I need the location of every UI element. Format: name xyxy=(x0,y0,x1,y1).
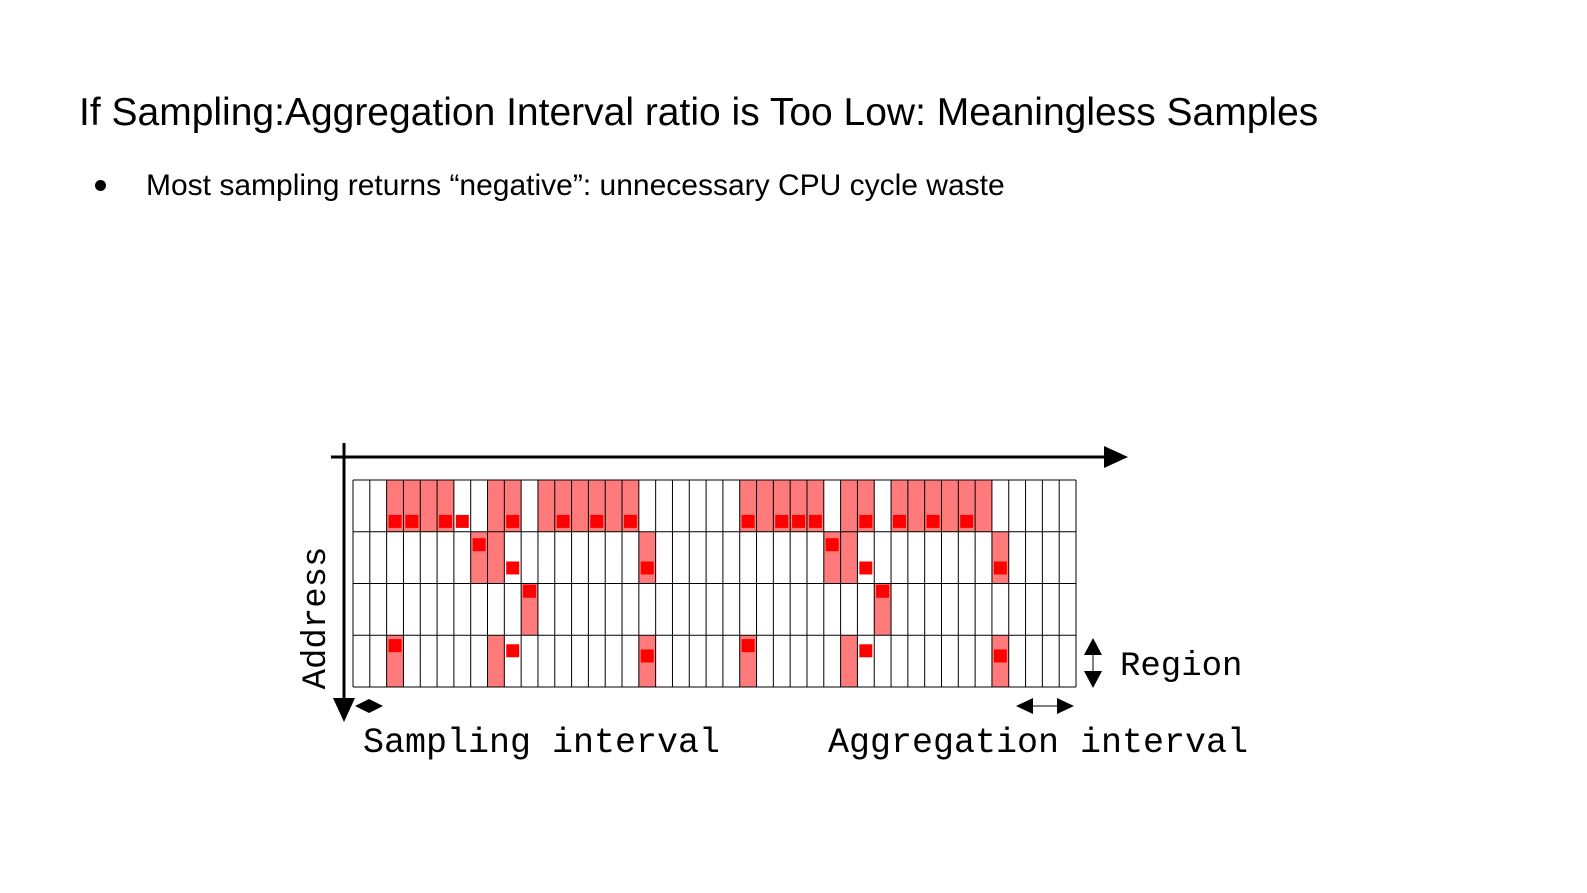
arrow-right-icon xyxy=(1057,698,1074,714)
accessed-cell xyxy=(605,480,623,532)
accessed-cell xyxy=(975,480,992,532)
arrow-left-icon xyxy=(355,699,369,713)
sample-point xyxy=(438,514,452,528)
sample-point xyxy=(388,639,402,653)
grid xyxy=(352,479,1077,688)
accessed-cell xyxy=(840,531,858,584)
sample-point xyxy=(623,514,637,528)
arrow-left-icon xyxy=(1016,698,1033,714)
sample-point xyxy=(455,514,469,528)
sample-point xyxy=(741,514,755,528)
sample-point xyxy=(926,514,940,528)
sample-point xyxy=(556,514,570,528)
sample-point xyxy=(808,514,822,528)
accessed-cell xyxy=(487,531,505,584)
accessed-cell xyxy=(487,635,505,687)
accessed-cell xyxy=(487,480,505,532)
slide-title: If Sampling:Aggregation Interval ratio i… xyxy=(79,91,1319,134)
aggregation-interval-label: Aggregation interval xyxy=(828,723,1248,763)
sample-points xyxy=(388,514,1007,663)
sample-point xyxy=(859,644,873,658)
arrow-up-icon xyxy=(1084,638,1102,655)
sample-point xyxy=(993,649,1007,663)
sampling-interval-indicator xyxy=(355,699,383,713)
accessed-cell xyxy=(907,480,925,532)
accessed-cell xyxy=(991,531,1009,584)
time-axis xyxy=(331,446,1128,468)
sample-point xyxy=(859,514,873,528)
sample-point xyxy=(859,561,873,575)
accessed-cell xyxy=(840,480,858,532)
address-axis-label: Address xyxy=(298,547,336,690)
sample-point xyxy=(506,561,520,575)
sample-point xyxy=(640,649,654,663)
accessed-cell xyxy=(571,480,589,532)
accessed-cell xyxy=(420,480,438,532)
accessed-cell xyxy=(756,480,774,532)
sample-point xyxy=(590,514,604,528)
sample-point xyxy=(775,514,789,528)
sampling-interval-label: Sampling interval xyxy=(363,723,720,763)
sample-point xyxy=(892,514,906,528)
address-axis xyxy=(333,443,355,722)
sample-point xyxy=(523,584,537,598)
sample-point xyxy=(792,514,806,528)
bullet-dot-icon xyxy=(95,180,106,191)
arrow-down-icon xyxy=(1084,671,1102,688)
accessed-cell xyxy=(840,635,858,687)
sample-point xyxy=(405,514,419,528)
sample-point xyxy=(876,584,890,598)
sample-point xyxy=(640,561,654,575)
time-axis-arrow-icon xyxy=(1104,446,1128,468)
sample-point xyxy=(506,644,520,658)
sample-point xyxy=(388,514,402,528)
accessed-cell xyxy=(638,531,656,584)
sample-point xyxy=(472,538,486,552)
sample-point xyxy=(741,639,755,653)
address-axis-arrow-icon xyxy=(333,698,355,722)
bullet-text: Most sampling returns “negative”: unnece… xyxy=(146,169,1005,202)
arrow-right-icon xyxy=(369,699,383,713)
accessed-cell xyxy=(941,480,959,532)
sample-point xyxy=(960,514,974,528)
aggregation-interval-indicator xyxy=(1016,698,1074,714)
sample-point xyxy=(993,561,1007,575)
region-label: Region xyxy=(1120,648,1242,686)
region-indicator xyxy=(1084,638,1102,688)
accessed-cell xyxy=(537,480,555,532)
sample-point xyxy=(825,538,839,552)
sample-point xyxy=(506,514,520,528)
